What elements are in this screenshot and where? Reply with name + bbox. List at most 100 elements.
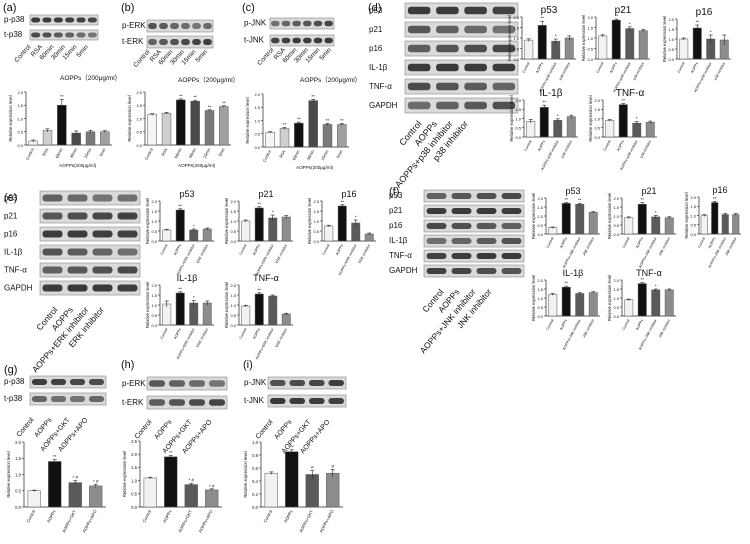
lane-label: 5min [75,43,90,58]
panel-label-g: (g) [4,364,17,376]
blot-band [67,194,88,202]
significance-mark: ** [179,93,183,98]
bar [324,225,334,242]
y-axis-label: Relative expression level [8,95,13,141]
bar [175,209,185,242]
y-tick-label: 0.0 [151,239,157,244]
blot-band [451,238,472,244]
lane-label: Control [134,418,154,440]
significance-mark: ** [311,94,315,99]
blot-band [426,238,447,244]
x-tick-label: Control [262,149,273,163]
blot-band [67,212,88,220]
y-tick-label: 0.0 [252,505,258,510]
blot-band [92,284,113,292]
x-tick-label: Control [546,318,555,330]
lane-label: AOPPs [153,418,173,440]
blot-row-label: TNF-α [389,251,412,260]
y-tick-label: 2.0 [313,199,319,204]
blot-band [159,39,168,45]
y-tick-label: 1.0 [515,116,521,121]
bar [711,202,719,235]
y-tick-label: 0.5 [136,130,142,135]
chart-e-p21: 0.00.51.01.52.0Control**AOPPs*AOPPs+ERK … [224,189,293,276]
x-tick-label: AOPPs [616,139,625,151]
lane-label: 5min [318,46,333,61]
y-tick-label: 0.0 [151,323,157,328]
bar [588,212,598,235]
x-tick-label: AOPPs [635,236,644,248]
blot-row-label: p21 [369,25,383,34]
x-tick-label: AOPPs [173,243,182,255]
y-tick-label: 1.0 [254,118,260,123]
chart-title: p53 [179,189,194,199]
x-tick-label: 15min [320,149,330,161]
bar [524,39,534,60]
bar [539,107,549,138]
x-tick-label: ERK inhibitor [196,243,210,264]
blot-band [42,248,63,256]
blot-band [170,23,179,29]
bar [202,302,212,326]
y-tick-label: 0.0 [513,57,519,62]
significance-mark: ** [326,118,330,123]
blot-band [117,230,138,238]
blot-row-label: IL-1β [369,63,388,72]
y-tick-label: 2.0 [254,92,260,97]
bar [189,302,199,326]
x-tick-label: AOPPs [559,318,568,330]
blot-band [117,248,138,256]
chart-h: 0.0 0.5 1.0 1.5 2.0 2.5 Control ** AOPPs * # AOPPs… [122,439,222,534]
bar [632,122,642,138]
chart-title: p53 [541,5,558,16]
blot-band [31,17,41,23]
blot-band [451,208,472,214]
group-label: AOPPs（200μg/ml） [60,74,121,82]
x-tick-label: Control [144,147,155,161]
x-tick-label: AOPPs+APO [197,508,214,533]
bar [281,313,291,326]
x-tick-label: ERK inhibitor [358,243,372,264]
x-tick-label: Control [25,509,36,523]
blot-row-label: p53 [389,191,403,200]
y-tick-label: 1.0 [668,37,674,42]
blot-band [42,230,63,238]
chart-c: 0.0 0.5 1.0 1.5 2.0 Control ** RSA ** 60min ** 30mi… [245,92,349,170]
y-axis-label: Relative expression level [243,451,248,497]
y-tick-label: 0.2 [252,492,258,497]
blot-row-label: p16 [4,230,18,239]
significance-mark: * # [188,478,194,483]
blot-strip [39,208,141,224]
x-tick-label: 30min [306,149,316,161]
blot-band [159,23,168,29]
y-tick-label: 0.0 [594,135,600,140]
bar [337,205,347,242]
y-tick-label: 0.5 [230,313,236,318]
blot-row-label: t-JNK [244,35,265,44]
x-tick-label: AOPPs [283,509,294,523]
blot-strip [423,204,525,218]
blot-band [407,63,431,72]
y-axis-label: Relative expression level [607,275,612,321]
bar [561,286,571,317]
y-tick-label: 1.5 [668,27,674,32]
y-axis-label: Relative expression level [531,275,536,321]
blot-band [31,396,48,402]
y-tick-label: 0.0 [537,314,543,319]
blot-strip [404,40,519,57]
blot-band [289,398,306,404]
bar [241,305,251,326]
y-tick-label: 0.5 [151,313,157,318]
y-tick-label: 1.0 [136,116,142,121]
y-tick-label: 1.5 [613,205,619,210]
y-tick-label: 1.5 [594,107,600,112]
blot-band [181,39,190,45]
y-axis-label: Relative expression level [224,282,229,328]
x-tick-label: Control [141,509,152,523]
bar [638,30,648,60]
y-tick-label: 2.0 [594,98,600,103]
lane-label: 5min [194,48,209,63]
y-tick-label: 0.5 [131,492,137,497]
bar [337,124,347,148]
y-tick-label: 1.5 [537,287,543,292]
